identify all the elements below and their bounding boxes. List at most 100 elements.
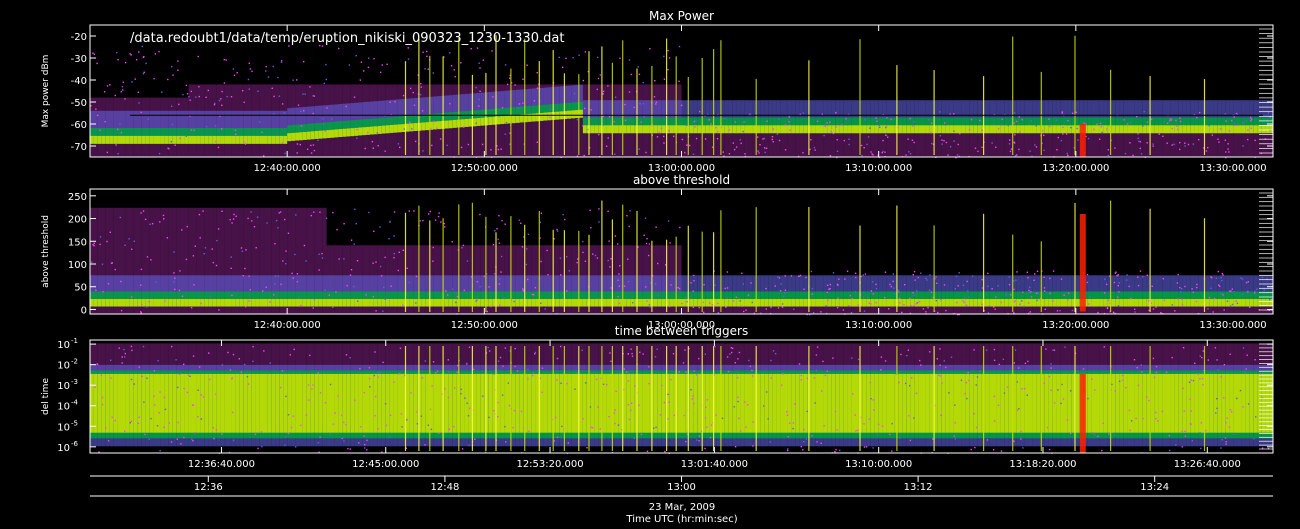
speckle (1179, 149, 1180, 150)
core-cell (1159, 299, 1163, 307)
speckle (1005, 293, 1006, 294)
core-cell (1143, 299, 1147, 307)
core-cell (796, 125, 800, 133)
speckle (1077, 139, 1078, 140)
y-tick-label: 200 (68, 215, 87, 226)
speckle (829, 122, 830, 123)
speckle (1083, 122, 1084, 123)
core-cell (891, 125, 895, 133)
core-cell (149, 136, 153, 144)
speckle (678, 81, 679, 82)
speckle (772, 139, 773, 140)
speckle (562, 67, 563, 68)
core-cell (283, 374, 287, 433)
speckle (729, 153, 730, 154)
speckle (649, 304, 650, 305)
speckle (463, 126, 464, 127)
speckle (1088, 138, 1089, 139)
speckle (235, 134, 236, 135)
speckle (282, 260, 283, 261)
speckle (408, 58, 409, 59)
core-cell (1242, 299, 1246, 307)
speckle (233, 68, 234, 69)
core-cell (938, 374, 942, 433)
speckle (501, 256, 502, 257)
core-cell (137, 299, 141, 307)
core-cell (547, 112, 551, 120)
speckle (422, 220, 423, 221)
speckle (1237, 303, 1238, 304)
speckle (537, 72, 538, 73)
speckle (447, 294, 448, 295)
core-cell (291, 374, 295, 433)
y-axis-label-1: Max power dBm (41, 55, 51, 128)
core-cell (461, 299, 465, 307)
core-cell (638, 125, 642, 133)
speckle (1243, 123, 1244, 124)
haze-cell (1198, 131, 1202, 157)
speckle (958, 144, 959, 145)
core-cell (843, 299, 847, 307)
speckle (863, 274, 864, 275)
haze-cell (812, 131, 816, 157)
core-cell (591, 299, 595, 307)
speckle (955, 288, 956, 289)
core-cell (985, 374, 989, 433)
speckle (266, 287, 267, 288)
speckle (263, 155, 264, 156)
speckle (356, 138, 357, 139)
core-cell (189, 374, 193, 433)
core-cell (1163, 125, 1167, 133)
core-cell (181, 374, 185, 433)
speckle (494, 230, 495, 231)
core-cell (275, 299, 279, 307)
speckle (1127, 123, 1128, 124)
speckle (817, 121, 818, 122)
haze-cell (989, 131, 993, 157)
speckle (490, 306, 491, 307)
core-cell (930, 125, 934, 133)
speckle (1134, 309, 1135, 310)
speckle (513, 301, 514, 302)
core-cell (1021, 125, 1025, 133)
speckle (1242, 278, 1243, 279)
speckle (121, 91, 122, 92)
speckle (120, 281, 121, 282)
core-cell (319, 374, 323, 433)
x-tick-label: 12:50:00.000 (451, 320, 518, 331)
core-cell (279, 374, 283, 433)
speckle (233, 218, 234, 219)
core-cell (1001, 374, 1005, 433)
core-cell (682, 299, 686, 307)
speckle (609, 266, 610, 267)
speckle (929, 274, 930, 275)
core-cell (338, 374, 342, 433)
core-cell (338, 129, 342, 137)
haze-cell (918, 131, 922, 157)
speckle (324, 130, 325, 131)
speckle (1134, 311, 1135, 312)
core-cell (1048, 374, 1052, 433)
speckle (499, 304, 500, 305)
speckle (618, 273, 619, 274)
haze-cell (780, 131, 784, 157)
speckle (940, 135, 941, 136)
speckle (129, 53, 130, 54)
speckle (1217, 139, 1218, 140)
speckle (490, 149, 491, 150)
speckle (937, 312, 938, 313)
core-cell (1033, 299, 1037, 307)
speckle (375, 310, 376, 311)
speckle (226, 96, 227, 97)
core-cell (256, 299, 260, 307)
core-cell (780, 374, 784, 433)
speckle (715, 285, 716, 286)
haze-cell (898, 131, 902, 157)
speckle (1164, 300, 1165, 301)
haze-cell (705, 131, 709, 157)
speckle (1147, 275, 1148, 276)
speckle (1106, 284, 1107, 285)
core-cell (839, 125, 843, 133)
speckle (1015, 280, 1016, 281)
core-cell (760, 374, 764, 433)
